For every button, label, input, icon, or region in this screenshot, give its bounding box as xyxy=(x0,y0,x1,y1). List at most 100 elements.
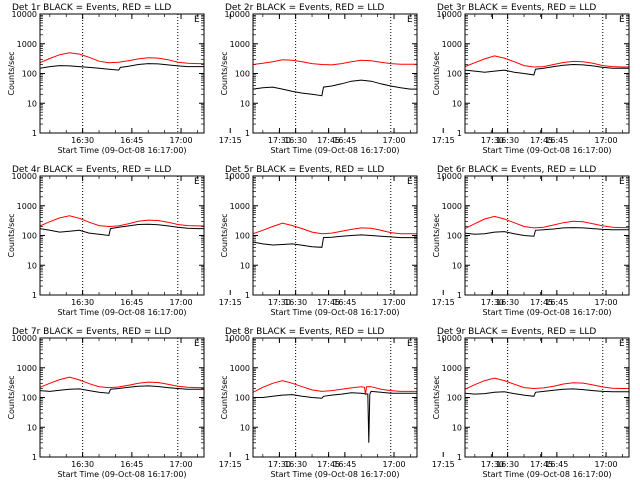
y-tick-label: 1000 xyxy=(17,364,37,373)
x-axis-label: Start Time (09-Oct-08 16:17:00) xyxy=(270,308,399,317)
y-axis-label: Counts/sec xyxy=(432,375,441,419)
y-axis-label: Counts/sec xyxy=(432,213,441,257)
y-axis-label: Counts/sec xyxy=(220,51,229,95)
y-tick-label: 1000 xyxy=(442,202,462,211)
y-tick-label: 1 xyxy=(32,453,37,462)
panel-title: Det 4r BLACK = Events, RED = LLD xyxy=(12,165,171,175)
x-tick-label: 17:30 xyxy=(481,460,504,469)
events-series-line xyxy=(253,390,417,443)
corner-mark: E xyxy=(194,15,200,25)
y-axis-label: Counts/sec xyxy=(220,213,229,257)
panel-title: Det 7r BLACK = Events, RED = LLD xyxy=(12,327,171,337)
y-tick-label: 100 xyxy=(235,394,250,403)
x-tick-label: 17:45 xyxy=(317,298,340,307)
y-axis-label: Counts/sec xyxy=(7,213,16,257)
lld-series-line xyxy=(39,376,204,389)
x-tick-label: 17:00 xyxy=(595,298,618,307)
events-series-line xyxy=(464,63,629,76)
x-tick-label: 16:30 xyxy=(496,298,519,307)
x-axis-label: Start Time (09-Oct-08 16:17:00) xyxy=(270,470,399,479)
events-series-line xyxy=(464,388,629,397)
x-tick-label: 17:15 xyxy=(219,460,242,469)
x-tick-label: 16:45 xyxy=(333,460,356,469)
y-tick-label: 10 xyxy=(27,99,37,108)
x-tick-label: 17:30 xyxy=(481,136,504,145)
panel-title: Det 1r BLACK = Events, RED = LLD xyxy=(12,3,171,13)
y-tick-label: 10000 xyxy=(437,172,462,181)
x-tick-label: 17:00 xyxy=(170,298,193,307)
x-tick-label: 16:30 xyxy=(284,298,307,307)
x-tick-label: 16:30 xyxy=(71,460,94,469)
y-tick-label: 10000 xyxy=(12,172,37,181)
y-tick-label: 10000 xyxy=(225,172,250,181)
panel-5: Det 5r BLACK = Events, RED = LLD E 1 10 100 1… xyxy=(220,165,553,317)
y-tick-label: 1000 xyxy=(230,364,250,373)
plot-frame xyxy=(252,337,418,458)
y-tick-label: 1000 xyxy=(17,202,37,211)
x-tick-label: 17:30 xyxy=(268,298,291,307)
x-axis-label: Start Time (09-Oct-08 16:17:00) xyxy=(482,146,611,155)
y-tick-label: 100 xyxy=(22,232,37,241)
y-tick-label: 100 xyxy=(22,394,37,403)
y-tick-label: 1000 xyxy=(17,40,37,49)
corner-mark: E xyxy=(619,177,625,187)
x-tick-label: 16:30 xyxy=(71,136,94,145)
x-tick-label: 17:00 xyxy=(595,136,618,145)
lld-series-line xyxy=(39,215,204,228)
x-tick-label: 16:45 xyxy=(545,460,568,469)
events-series-line xyxy=(39,223,204,237)
panel-title: Det 8r BLACK = Events, RED = LLD xyxy=(225,327,384,337)
panel-8: Det 8r BLACK = Events, RED = LLD E 1 10 100 1… xyxy=(220,327,553,479)
y-tick-label: 10 xyxy=(240,423,250,432)
x-tick-label: 17:00 xyxy=(383,460,406,469)
plot-frame xyxy=(252,175,418,296)
panel-9: Det 9r BLACK = Events, RED = LLD E 1 10 100 1… xyxy=(432,327,630,479)
y-tick-label: 1 xyxy=(245,453,250,462)
lld-series-line xyxy=(464,215,629,230)
panel-title: Det 9r BLACK = Events, RED = LLD xyxy=(437,327,596,337)
x-tick-label: 17:15 xyxy=(432,460,455,469)
y-tick-label: 10 xyxy=(452,261,462,270)
y-axis-label: Counts/sec xyxy=(220,375,229,419)
y-tick-label: 10000 xyxy=(225,334,250,343)
corner-mark: E xyxy=(619,15,625,25)
plot-frame xyxy=(464,175,630,296)
y-tick-label: 1000 xyxy=(442,364,462,373)
lld-series-line xyxy=(464,55,629,68)
y-tick-label: 1 xyxy=(245,129,250,138)
y-tick-label: 10000 xyxy=(12,10,37,19)
x-tick-label: 16:45 xyxy=(120,298,143,307)
x-axis-label: Start Time (09-Oct-08 16:17:00) xyxy=(57,308,186,317)
x-axis-label: Start Time (09-Oct-08 16:17:00) xyxy=(57,470,186,479)
panel-title: Det 6r BLACK = Events, RED = LLD xyxy=(437,165,596,175)
panel-title: Det 2r BLACK = Events, RED = LLD xyxy=(225,3,384,13)
lld-series-line xyxy=(464,377,629,390)
x-tick-label: 17:30 xyxy=(481,298,504,307)
y-tick-label: 10 xyxy=(27,423,37,432)
x-tick-label: 16:45 xyxy=(333,298,356,307)
x-tick-label: 16:30 xyxy=(284,136,307,145)
y-tick-label: 100 xyxy=(447,70,462,79)
y-axis-label: Counts/sec xyxy=(7,375,16,419)
panel-3: Det 3r BLACK = Events, RED = LLD E 1 10 100 1… xyxy=(432,3,630,155)
x-tick-label: 17:45 xyxy=(317,136,340,145)
y-tick-label: 1 xyxy=(457,129,462,138)
events-series-line xyxy=(252,79,417,97)
y-tick-label: 1000 xyxy=(230,202,250,211)
x-tick-label: 17:00 xyxy=(170,136,193,145)
y-tick-label: 10000 xyxy=(12,334,37,343)
plot-frame xyxy=(39,337,205,458)
x-tick-label: 16:45 xyxy=(120,460,143,469)
corner-mark: E xyxy=(194,339,200,349)
y-tick-label: 10 xyxy=(240,99,250,108)
x-axis-label: Start Time (09-Oct-08 16:17:00) xyxy=(482,470,611,479)
events-series-line xyxy=(39,63,204,71)
x-axis-label: Start Time (09-Oct-08 16:17:00) xyxy=(270,146,399,155)
y-tick-label: 1000 xyxy=(442,40,462,49)
x-tick-label: 16:30 xyxy=(71,298,94,307)
corner-mark: E xyxy=(407,15,413,25)
events-series-line xyxy=(464,227,629,237)
y-tick-label: 1 xyxy=(245,291,250,300)
y-tick-label: 100 xyxy=(22,70,37,79)
